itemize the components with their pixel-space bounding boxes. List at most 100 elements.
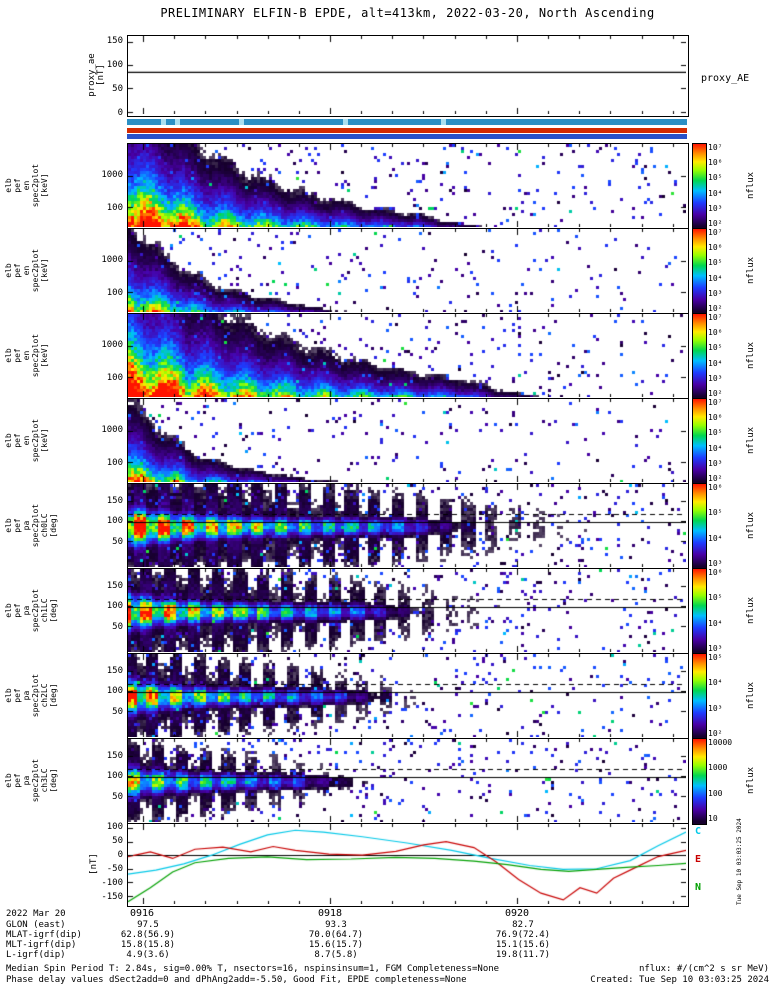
colorbar-tick-label: 10⁴: [708, 273, 723, 283]
panel-pa3-ylabel: elb pef pa spec2plot ch3LC [deg]: [4, 758, 58, 803]
panel-pa3: [127, 738, 689, 825]
epd-availability-bar: [127, 128, 687, 133]
y-tick-label: 100: [106, 372, 123, 383]
en3-colorbar: [692, 398, 707, 485]
bar-gap-mark: [342, 119, 348, 125]
mlat-value-0: 62.8(56.9): [120, 930, 176, 940]
y-tick-label: 1000: [101, 425, 123, 436]
pa0-colorbar-title: nflux: [746, 511, 756, 540]
panel-en2: [127, 313, 689, 400]
colorbar-tick-label: 10: [708, 814, 718, 823]
colorbar-tick-label: 10²: [708, 729, 723, 738]
proxy-ae-right-label: proxy_AE: [701, 73, 750, 84]
l-value-1: 8.7(5.8): [314, 950, 358, 960]
panel-pa1: [127, 568, 689, 655]
panel-pa2-ylabel: elb pef pa spec2plot ch2LC [deg]: [4, 673, 58, 718]
y-tick-label: 1000: [101, 340, 123, 351]
footer-line1: Median Spin Period T: 2.84s, sig=0.00% T…: [6, 964, 500, 974]
time-tick-label-0918: 0918: [317, 908, 343, 919]
mlt-value-0: 15.8(15.8): [120, 940, 176, 950]
colorbar-tick-label: 10⁷: [708, 313, 723, 322]
fgm-line-canvas: [128, 824, 686, 904]
bar-gap-mark: [174, 119, 180, 125]
y-tick-label: 0: [117, 849, 123, 860]
colorbar-tick-label: 10⁵: [708, 258, 723, 268]
y-tick-label: 100: [106, 516, 123, 527]
colorbar-tick-label: 10⁶: [708, 158, 723, 168]
mlat-value-2: 76.9(72.4): [495, 930, 551, 940]
time-tick-label-0916: 0916: [129, 908, 155, 919]
pa3-spectrogram-canvas: [128, 739, 686, 822]
colorbar-tick-label: 10²: [708, 219, 723, 228]
bar-gap-mark: [160, 119, 166, 125]
y-tick-label: 100: [106, 771, 123, 782]
y-tick-label: 50: [112, 536, 123, 547]
colorbar-tick-label: 10⁶: [708, 243, 723, 253]
pa2-colorbar-title: nflux: [746, 681, 756, 710]
colorbar-tick-label: 10⁵: [708, 593, 723, 603]
mlt-value-1: 15.6(15.7): [308, 940, 364, 950]
date-label: 2022 Mar 20: [6, 909, 66, 919]
time-tick-label-0920: 0920: [504, 908, 530, 919]
panel-proxy_ae-ylabel: proxy_ae [nT]: [87, 53, 106, 97]
en3-colorbar-title: nflux: [746, 426, 756, 455]
colorbar-tick-label: 10⁴: [708, 533, 723, 543]
y-tick-label: -150: [101, 891, 123, 902]
colorbar-tick-label: 10³: [708, 458, 723, 468]
colorbar-tick-label: 10³: [708, 203, 723, 213]
y-tick-label: -50: [106, 863, 123, 874]
y-tick-label: 50: [112, 83, 123, 94]
colorbar-tick-label: 10⁶: [708, 483, 723, 492]
panel-fgm-ylabel: [nT]: [89, 853, 99, 875]
colorbar-tick-label: 10³: [708, 559, 723, 568]
panel-en2-ylabel: elb pef en spec2plot [keV]: [4, 333, 49, 378]
en3-spectrogram-canvas: [128, 399, 686, 482]
y-tick-label: 100: [106, 822, 123, 833]
pa1-spectrogram-canvas: [128, 569, 686, 652]
bar-gap-mark: [440, 119, 446, 125]
panel-proxy_ae: [127, 35, 689, 117]
colorbar-tick-label: 10²: [708, 389, 723, 398]
en0-colorbar-title: nflux: [746, 171, 756, 200]
nflux-units-label: nflux: #/(cm^2 s sr MeV): [638, 964, 769, 974]
legend-label-N: N: [695, 882, 702, 893]
fgm-availability-bar: [127, 133, 687, 139]
colorbar-tick-label: 10⁴: [708, 618, 723, 628]
en2-colorbar-title: nflux: [746, 341, 756, 370]
panel-en1: [127, 228, 689, 315]
glon-value-2: 82.7: [512, 920, 534, 930]
en0-spectrogram-canvas: [128, 144, 686, 227]
pa2-spectrogram-canvas: [128, 654, 686, 737]
pa3-colorbar-title: nflux: [746, 766, 756, 795]
y-tick-label: 100: [106, 686, 123, 697]
panel-en1-ylabel: elb pef en spec2plot [keV]: [4, 248, 49, 293]
legend-label-E: E: [695, 854, 702, 865]
colorbar-tick-label: 10²: [708, 474, 723, 483]
colorbar-tick-label: 10⁵: [708, 653, 723, 662]
proxy_ae-line-canvas: [128, 36, 686, 114]
plot-title: PRELIMINARY ELFIN-B EPDE, alt=413km, 202…: [160, 6, 655, 20]
en1-colorbar-title: nflux: [746, 256, 756, 285]
pa3-colorbar: [692, 738, 707, 825]
colorbar-tick-label: 10⁴: [708, 188, 723, 198]
y-tick-label: 50: [112, 836, 123, 847]
colorbar-tick-label: 10⁵: [708, 428, 723, 438]
pa2-colorbar: [692, 653, 707, 740]
mlat-value-1: 70.0(64.7): [308, 930, 364, 940]
y-tick-label: 100: [106, 202, 123, 213]
panel-en0-ylabel: elb pef en spec2plot [keV]: [4, 163, 49, 208]
y-tick-label: 150: [106, 580, 123, 591]
y-tick-label: 1000: [101, 170, 123, 181]
y-tick-label: 150: [106, 665, 123, 676]
y-tick-label: 100: [106, 601, 123, 612]
colorbar-tick-label: 10³: [708, 288, 723, 298]
mlt-value-2: 15.1(15.6): [495, 940, 551, 950]
y-tick-label: 100: [106, 287, 123, 298]
panel-en3: [127, 398, 689, 485]
y-tick-label: 100: [106, 457, 123, 468]
pa0-spectrogram-canvas: [128, 484, 686, 567]
y-tick-label: 50: [112, 706, 123, 717]
colorbar-tick-label: 10⁶: [708, 413, 723, 423]
panel-pa0: [127, 483, 689, 570]
